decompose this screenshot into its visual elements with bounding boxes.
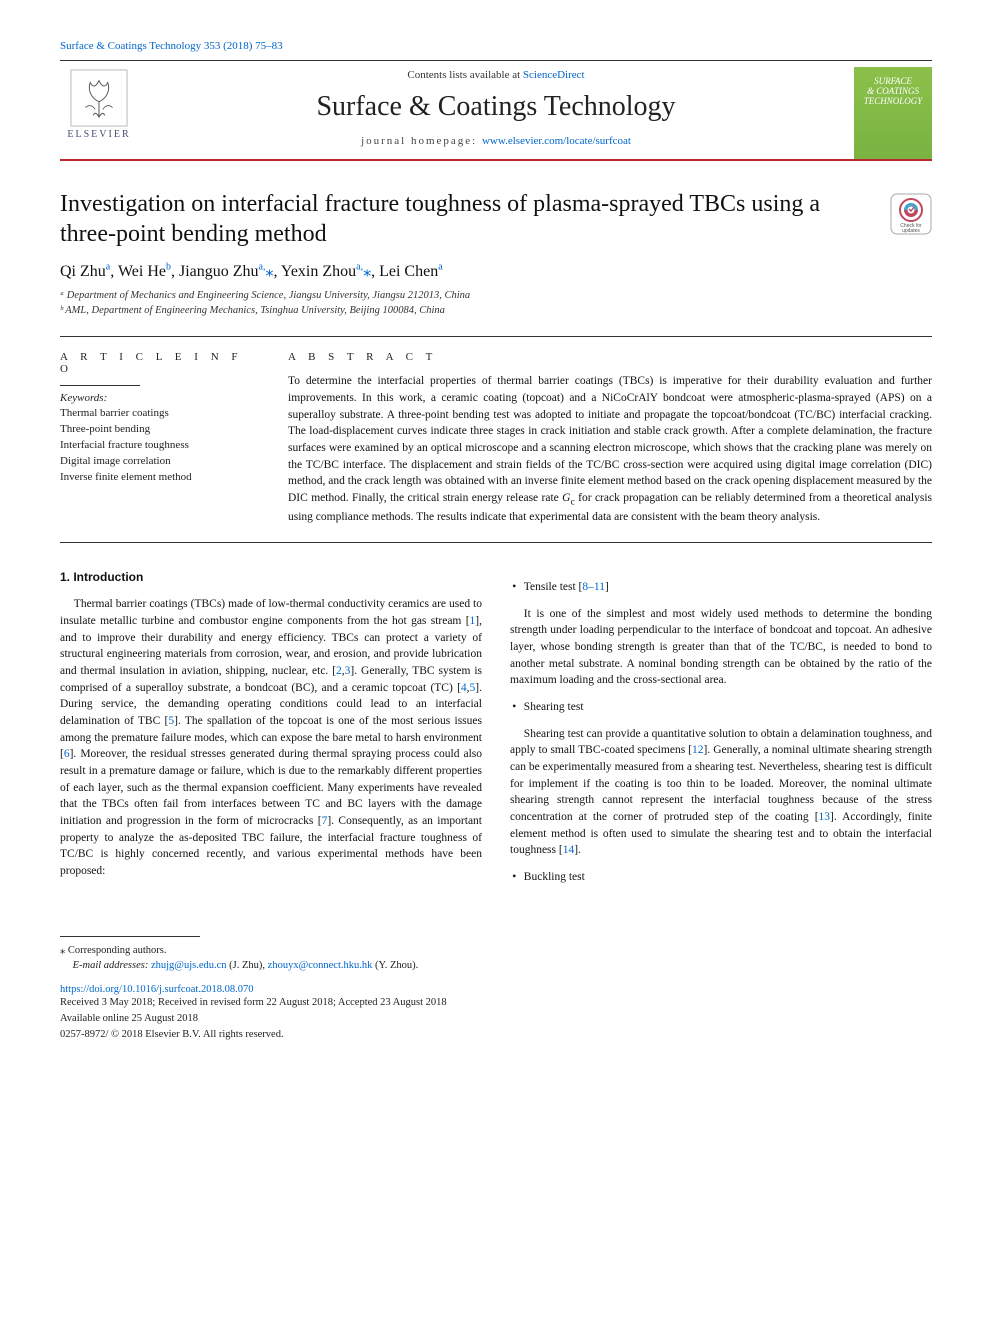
tensile-paragraph: It is one of the simplest and most widel… bbox=[510, 606, 932, 689]
bullet-buckling: Buckling test bbox=[510, 869, 932, 886]
corr-label: ⁎ Corresponding authors. bbox=[60, 943, 932, 959]
elsevier-wordmark: ELSEVIER bbox=[67, 129, 130, 140]
corresponding-note: ⁎ Corresponding authors. E-mail addresse… bbox=[60, 943, 932, 975]
abstract-end-divider bbox=[60, 542, 932, 543]
cover-title: SURFACE & COATINGS TECHNOLOGY bbox=[864, 77, 923, 107]
abstract-body: To determine the interfacial properties … bbox=[288, 373, 932, 526]
author-list: Qi Zhua, Wei Heb, Jianguo Zhua,⁎, Yexin … bbox=[60, 261, 932, 281]
keyword: Digital image correlation bbox=[60, 454, 260, 470]
keyword: Inverse finite element method bbox=[60, 470, 260, 486]
affiliation-a: ᵃ Department of Mechanics and Engineerin… bbox=[60, 289, 932, 304]
received-line: Received 3 May 2018; Received in revised… bbox=[60, 995, 932, 1011]
sciencedirect-link[interactable]: ScienceDirect bbox=[523, 69, 585, 81]
bullet-tensile: Tensile test [8–11] bbox=[510, 579, 932, 596]
article-info-heading: A R T I C L E I N F O bbox=[60, 351, 260, 375]
article-title: Investigation on interfacial fracture to… bbox=[60, 189, 874, 249]
affiliations: ᵃ Department of Mechanics and Engineerin… bbox=[60, 289, 932, 318]
journal-cover-thumb[interactable]: SURFACE & COATINGS TECHNOLOGY bbox=[854, 67, 932, 159]
abstract-heading: A B S T R A C T bbox=[288, 351, 932, 363]
journal-title: Surface & Coatings Technology bbox=[138, 91, 854, 123]
keyword: Interfacial fracture toughness bbox=[60, 438, 260, 454]
available-line: Available online 25 August 2018 bbox=[60, 1011, 932, 1027]
elsevier-tree-icon bbox=[70, 69, 128, 127]
shearing-paragraph: Shearing test can provide a quantitative… bbox=[510, 726, 932, 859]
keyword: Thermal barrier coatings bbox=[60, 406, 260, 422]
body-column-right: Tensile test [8–11] It is one of the sim… bbox=[510, 569, 932, 896]
email-line: E-mail addresses: zhujg@ujs.edu.cn (J. Z… bbox=[60, 958, 932, 974]
homepage-prefix: journal homepage: bbox=[361, 135, 482, 147]
intro-paragraph: Thermal barrier coatings (TBCs) made of … bbox=[60, 596, 482, 879]
elsevier-logo[interactable]: ELSEVIER bbox=[60, 67, 138, 159]
intro-heading: 1. Introduction bbox=[60, 569, 482, 586]
contents-prefix: Contents lists available at bbox=[407, 69, 522, 81]
svg-text:updates: updates bbox=[902, 228, 920, 234]
journal-header: ELSEVIER Contents lists available at Sci… bbox=[60, 60, 932, 161]
homepage-link[interactable]: www.elsevier.com/locate/surfcoat bbox=[482, 135, 631, 147]
contents-lists-line: Contents lists available at ScienceDirec… bbox=[138, 69, 854, 81]
affiliation-b: ᵇ AML, Department of Engineering Mechani… bbox=[60, 304, 932, 319]
section-divider bbox=[60, 336, 932, 337]
homepage-line: journal homepage: www.elsevier.com/locat… bbox=[138, 135, 854, 147]
top-citation[interactable]: Surface & Coatings Technology 353 (2018)… bbox=[60, 40, 932, 52]
footnote-rule bbox=[60, 936, 200, 937]
email-addresses[interactable]: zhujg@ujs.edu.cn (J. Zhu), zhouyx@connec… bbox=[151, 960, 418, 971]
body-column-left: 1. Introduction Thermal barrier coatings… bbox=[60, 569, 482, 896]
bullet-shearing: Shearing test bbox=[510, 699, 932, 716]
keyword: Three-point bending bbox=[60, 422, 260, 438]
doi-link[interactable]: https://doi.org/10.1016/j.surfcoat.2018.… bbox=[60, 984, 932, 995]
keywords-list: Thermal barrier coatings Three-point ben… bbox=[60, 406, 260, 486]
keywords-label: Keywords: bbox=[60, 392, 260, 404]
copyright-line: 0257-8972/ © 2018 Elsevier B.V. All righ… bbox=[60, 1027, 932, 1043]
check-updates-icon[interactable]: Check for updates bbox=[890, 193, 932, 235]
keywords-rule bbox=[60, 385, 140, 386]
